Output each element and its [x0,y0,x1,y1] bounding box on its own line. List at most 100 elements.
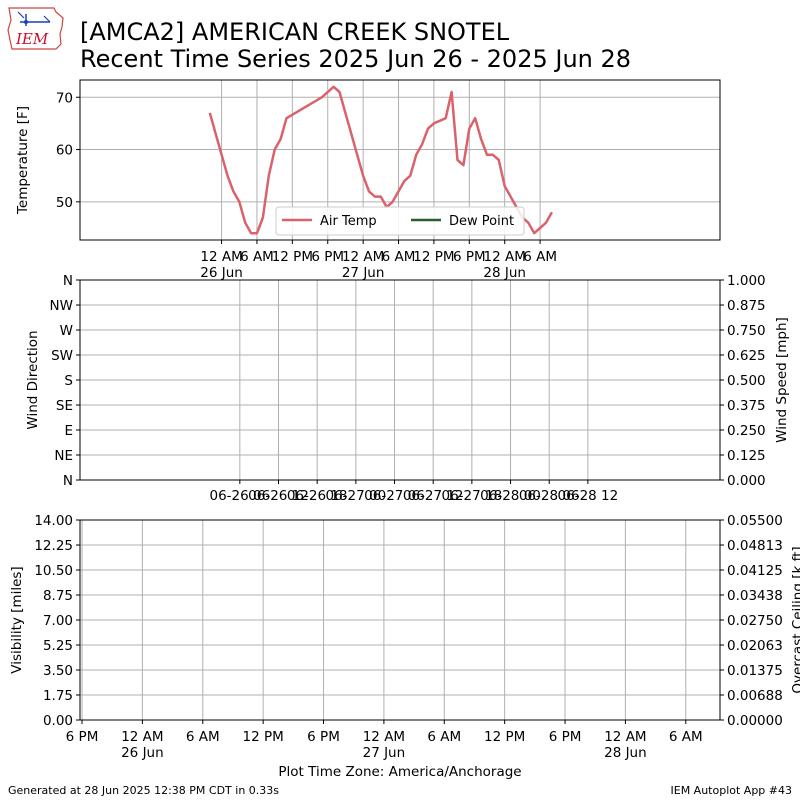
wind-x-tick-label: 06-27 18 [442,488,503,504]
temperature-x-tick-label: 12 AM [484,249,526,265]
wind-speed-tick-label: 0.000 [727,473,766,489]
temperature-x-tick-label: 6 AM [523,249,557,265]
visibility-x-tick-label: 6 PM [549,729,582,745]
wind-direction-tick-label: N [63,473,73,489]
wind-speed-tick-label: 0.500 [727,373,766,389]
iem-logo: IEM [7,7,64,50]
temperature-x-date-label: 26 Jun [200,265,243,281]
visibility-x-tick-label: 12 AM [604,729,646,745]
temperature-x-tick-label: 12 AM [200,249,242,265]
ceiling-y-tick-label: 0.02063 [727,638,783,654]
visibility-x-tick-label: 12 AM [121,729,163,745]
wind-speed-tick-label: 0.875 [727,298,766,314]
temperature-plot-frame [79,79,721,241]
visibility-y-tick-label: 0.00 [43,713,73,729]
ceiling-y-tick-label: 0.02750 [727,613,783,629]
logo-text: IEM [15,30,49,48]
chart-title-line2: Recent Time Series 2025 Jun 26 - 2025 Ju… [80,45,631,73]
wind-direction-tick-label: N [63,273,73,289]
temperature-y-ticks: 50 60 70 [56,90,80,211]
legend-dew-point-label: Dew Point [449,214,514,229]
ceiling-y-tick-label: 0.00688 [727,688,783,704]
wind-direction-label: Wind Direction [25,330,41,429]
temperature-x-tick-label: 6 AM [382,249,416,265]
temperature-x-tick-label: 12 AM [342,249,384,265]
visibility-y-tick-label: 3.50 [43,663,73,679]
temperature-legend: Air Temp Dew Point [275,206,525,236]
legend-air-temp-label: Air Temp [320,214,377,229]
visibility-gridlines [80,519,720,721]
wind-x-tick-label: 06-28 00 [480,488,541,504]
visibility-x-tick-label: 6 AM [427,729,461,745]
visibility-y-ticks: 0.00 1.75 3.50 5.25 7.00 8.75 10.50 12.25 14.00 [34,513,80,729]
wind-direction-tick-label: W [60,323,73,339]
wind-speed-tick-label: 0.750 [727,323,766,339]
temperature-y-tick-label: 50 [56,195,73,211]
temperature-y-label: Temperature [F] [15,106,31,215]
wind-direction-tick-label: SE [56,398,73,414]
visibility-y-tick-label: 14.00 [34,513,73,529]
visibility-x-tick-label: 6 PM [66,729,99,745]
temperature-x-tick-label: 6 PM [453,249,486,265]
visibility-y-tick-label: 7.00 [43,613,73,629]
wind-x-tick-label: 06-27 06 [364,488,425,504]
temperature-x-tick-label: 6 AM [240,249,274,265]
wind-x-tick-label: 06-27 12 [403,488,464,504]
wind-x-tick-label: 06-27 00 [325,488,386,504]
x-axis-label: Plot Time Zone: America/Anchorage [278,764,521,780]
wind-x-tick-label: 06-26 18 [287,488,348,504]
visibility-x-tick-label: 12 PM [484,729,525,745]
ceiling-y-tick-label: 0.00000 [727,713,783,729]
wind-direction-tick-label: E [64,423,73,439]
chart-title-line1: [AMCA2] AMERICAN CREEK SNOTEL [80,18,510,46]
visibility-x-tick-label: 12 PM [243,729,284,745]
wind-gridlines [80,279,720,481]
temperature-x-tick-label: 12 PM [272,249,313,265]
visibility-y-tick-label: 5.25 [43,638,73,654]
wind-direction-ticks: N NE E SE S SW W NW N [50,273,80,489]
visibility-y-tick-label: 12.25 [34,538,73,554]
wind-direction-tick-label: NE [54,448,73,464]
wind-x-tick-label: 06-26 06 [209,488,270,504]
ceiling-y-tick-label: 0.01375 [727,663,783,679]
wind-x-tick-label: 06-28 12 [558,488,619,504]
wind-direction-tick-label: NW [50,298,73,314]
visibility-x-date-label: 28 Jun [604,745,647,761]
ceiling-y-tick-label: 0.04813 [727,538,783,554]
visibility-x-date-label: 26 Jun [121,745,164,761]
visibility-y-tick-label: 10.50 [34,563,73,579]
visibility-y-tick-label: 1.75 [43,688,73,704]
wind-speed-tick-label: 0.250 [727,423,766,439]
visibility-x-tick-label: 6 AM [669,729,703,745]
temperature-y-tick-label: 60 [56,143,73,159]
air-temp-line [208,85,553,235]
temperature-x-tick-label: 6 PM [311,249,344,265]
wind-speed-label: Wind Speed [mph] [774,317,790,443]
ceiling-y-ticks: 0.00000 0.00688 0.01375 0.02063 0.02750 0.034… [720,513,783,729]
weather-station-icon [17,11,51,26]
ceiling-y-label: Overcast Ceiling [k ft] [790,546,800,693]
visibility-x-tick-label: 12 AM [363,729,405,745]
wind-x-tick-label: 06-26 12 [248,488,309,504]
wind-direction-tick-label: SW [51,348,73,364]
temperature-y-tick-label: 70 [56,90,73,106]
wind-speed-tick-label: 0.625 [727,348,766,364]
wind-speed-tick-label: 0.125 [727,448,766,464]
ceiling-y-tick-label: 0.03438 [727,588,783,604]
generated-timestamp: Generated at 28 Jun 2025 12:38 PM CDT in… [8,784,279,797]
temperature-x-date-label: 27 Jun [342,265,385,281]
visibility-x-date-label: 27 Jun [363,745,406,761]
wind-direction-tick-label: S [64,373,73,389]
visibility-x-tick-label: 6 PM [307,729,340,745]
visibility-y-label: Visibility [miles] [9,566,25,673]
wind-speed-ticks: 0.000 0.125 0.250 0.375 0.500 0.625 0.750 0.875… [720,273,766,489]
ceiling-y-tick-label: 0.05500 [727,513,783,529]
temperature-series-lines [208,85,553,235]
ceiling-y-tick-label: 0.04125 [727,563,783,579]
wind-speed-tick-label: 1.000 [727,273,766,289]
